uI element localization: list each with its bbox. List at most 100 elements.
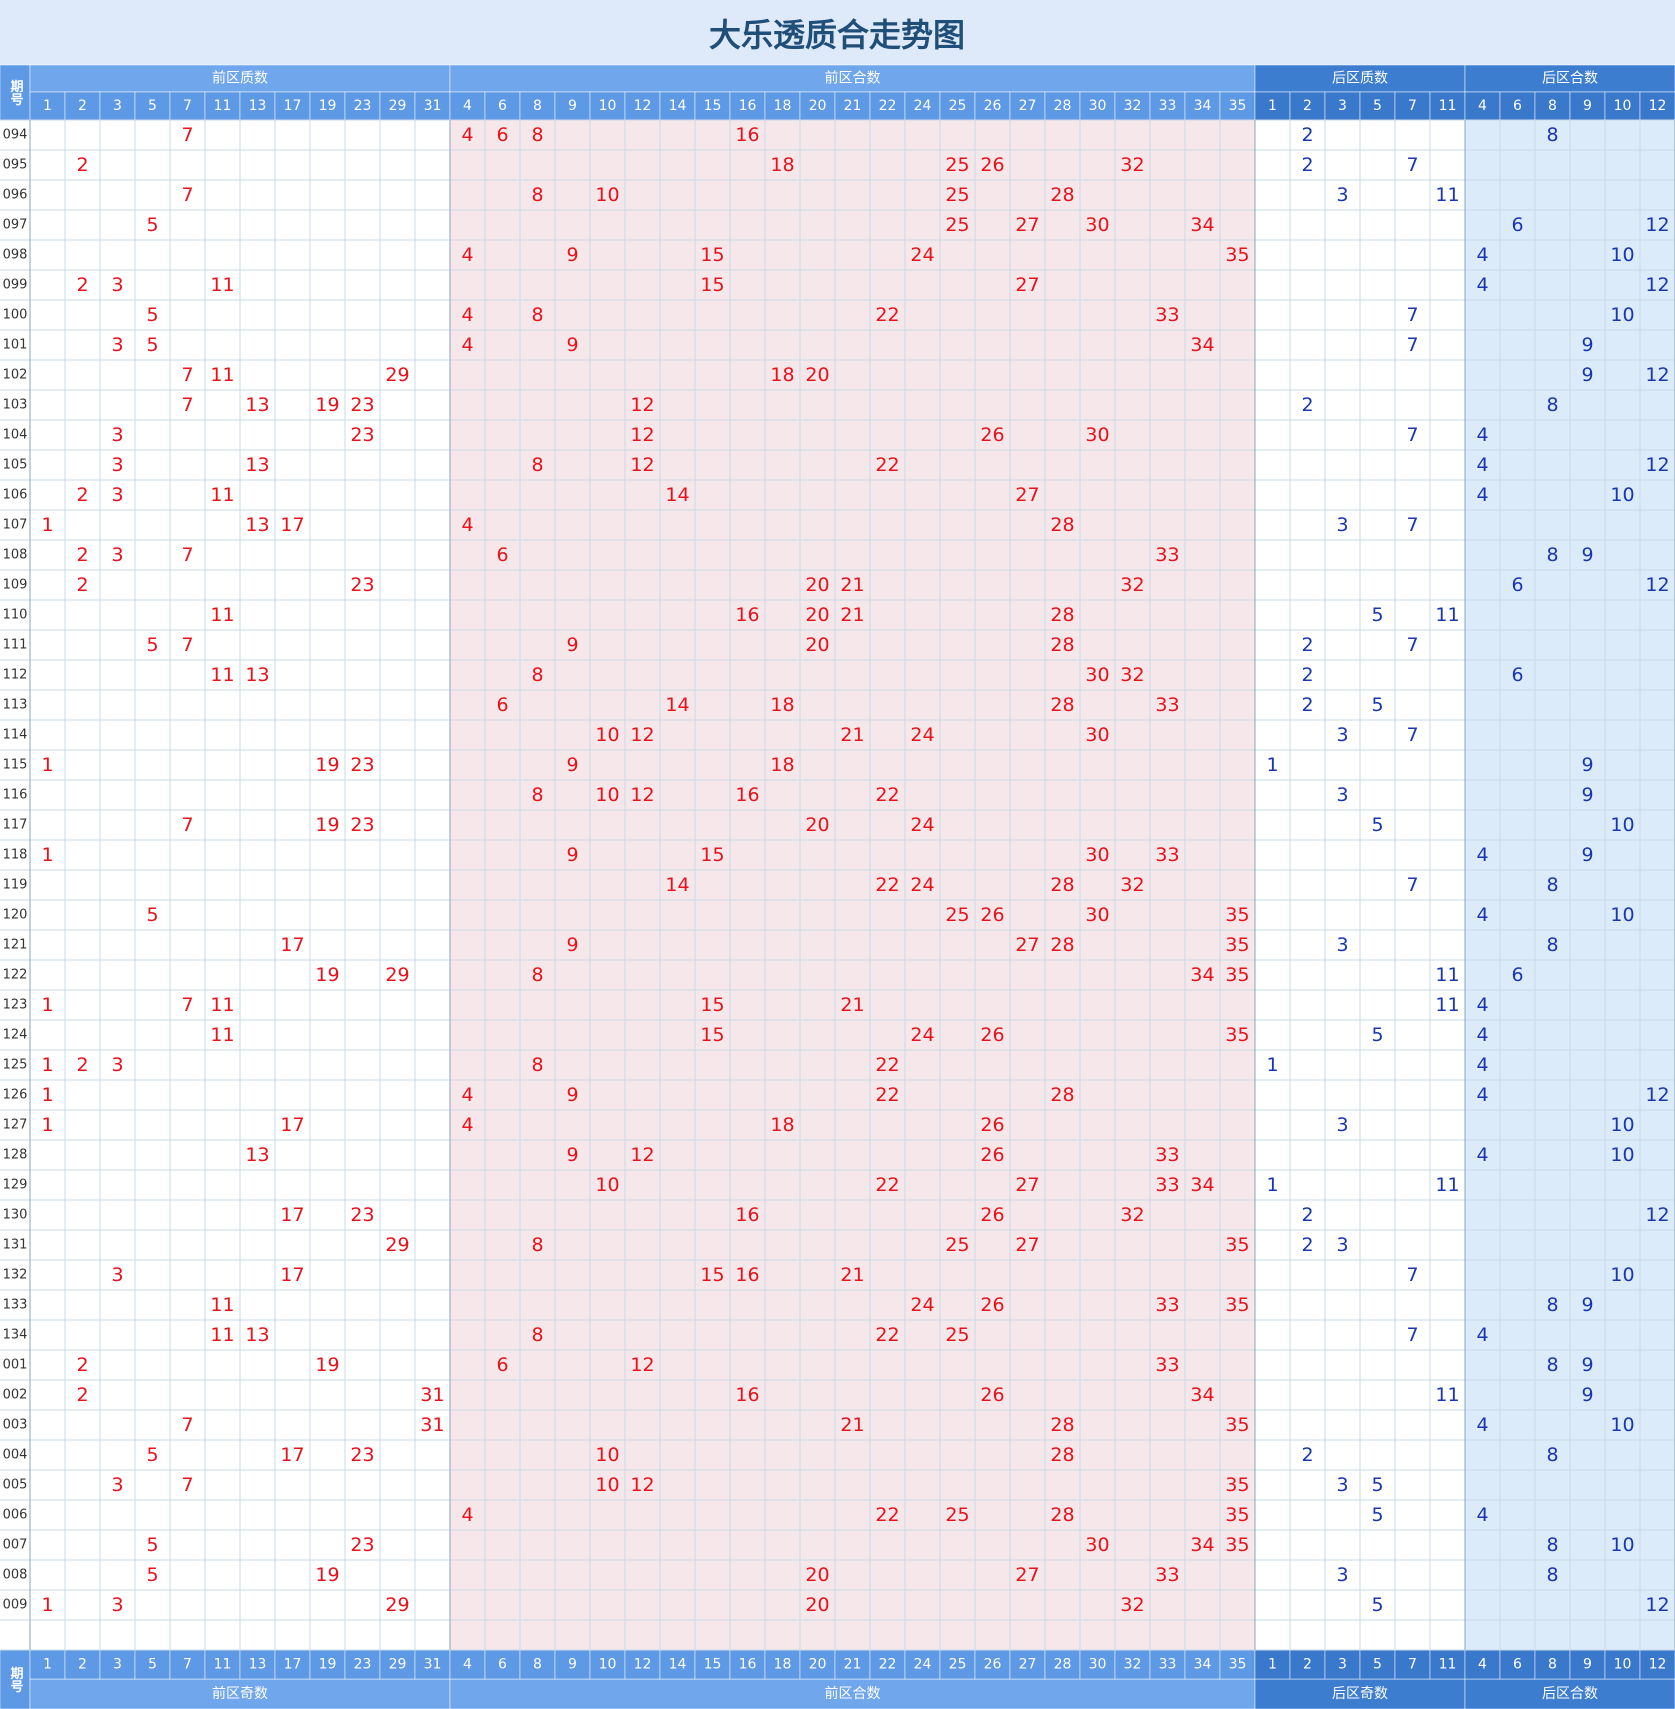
- front-number: 3: [111, 1594, 123, 1616]
- front-number: 16: [735, 784, 759, 806]
- front-number: 33: [1155, 1564, 1179, 1586]
- back-number: 10: [1610, 904, 1634, 926]
- back-number: 7: [1406, 334, 1418, 356]
- number-header-cell: [169, 1649, 206, 1680]
- back-number: 9: [1581, 1354, 1593, 1376]
- number-header-cell: [1254, 1649, 1291, 1680]
- column-number: 20: [809, 98, 827, 114]
- back-number: 6: [1511, 664, 1523, 686]
- back-number: 8: [1546, 124, 1558, 146]
- front-number: 28: [1050, 874, 1074, 896]
- back-number: 8: [1546, 1354, 1558, 1376]
- front-number: 35: [1225, 1024, 1249, 1046]
- number-header-cell: [1639, 1649, 1675, 1680]
- front-number: 24: [910, 1024, 934, 1046]
- number-header-cell: [659, 1649, 696, 1680]
- front-number: 1: [41, 1084, 53, 1106]
- back-number: 12: [1645, 214, 1669, 236]
- issue: 119: [3, 878, 28, 893]
- front-number: 4: [461, 244, 473, 266]
- front-number: 34: [1190, 964, 1214, 986]
- column-number: 34: [1194, 1657, 1212, 1673]
- back-number: 2: [1301, 1234, 1313, 1256]
- front-number: 23: [350, 1204, 374, 1226]
- front-number: 32: [1120, 154, 1144, 176]
- back-number: 12: [1645, 274, 1669, 296]
- column-number: 18: [774, 98, 792, 114]
- column-number: 3: [113, 98, 122, 114]
- column-number: 10: [599, 1657, 617, 1673]
- front-number: 6: [496, 694, 508, 716]
- number-header-cell: [134, 91, 171, 121]
- front-number: 12: [630, 724, 654, 746]
- front-number: 17: [280, 934, 304, 956]
- back-number: 12: [1645, 454, 1669, 476]
- back-number: 8: [1546, 874, 1558, 896]
- front-number: 3: [111, 1474, 123, 1496]
- front-number: 12: [630, 1144, 654, 1166]
- issue: 115: [3, 758, 28, 773]
- column-number: 2: [78, 1657, 87, 1673]
- front-number: 2: [76, 574, 88, 596]
- front-number: 5: [146, 1444, 158, 1466]
- back-number: 8: [1546, 1534, 1558, 1556]
- front-number: 16: [735, 124, 759, 146]
- issue: 124: [3, 1028, 28, 1043]
- column-number: 25: [949, 1657, 967, 1673]
- column-number: 8: [1548, 1657, 1557, 1673]
- back-number: 8: [1546, 1564, 1558, 1586]
- front-number: 12: [630, 784, 654, 806]
- front-number: 23: [350, 754, 374, 776]
- issue: 112: [3, 668, 28, 683]
- front-number: 30: [1085, 724, 1109, 746]
- issue: 133: [3, 1298, 28, 1313]
- front-number: 9: [566, 934, 578, 956]
- column-number: 9: [1583, 98, 1592, 114]
- front-number: 5: [146, 334, 158, 356]
- front-number: 20: [805, 1594, 829, 1616]
- issue: 005: [3, 1478, 28, 1493]
- group-label: 前区奇数: [212, 1685, 268, 1702]
- column-number: 1: [43, 1657, 52, 1673]
- front-number: 34: [1190, 1534, 1214, 1556]
- group-header: [29, 64, 451, 93]
- front-number: 22: [875, 454, 899, 476]
- group-label: 前区合数: [825, 70, 881, 87]
- front-number: 33: [1155, 1294, 1179, 1316]
- front-number: 12: [630, 1354, 654, 1376]
- group-label: 后区质数: [1332, 71, 1388, 87]
- front-number: 35: [1225, 1534, 1249, 1556]
- front-number: 10: [595, 1174, 619, 1196]
- back-number: 8: [1546, 1294, 1558, 1316]
- front-number: 25: [945, 1504, 969, 1526]
- front-number: 26: [980, 904, 1004, 926]
- back-number: 5: [1371, 604, 1383, 626]
- front-number: 16: [735, 1384, 759, 1406]
- column-number: 17: [284, 98, 302, 114]
- front-number: 35: [1225, 934, 1249, 956]
- front-number: 3: [111, 334, 123, 356]
- back-number: 3: [1336, 1234, 1348, 1256]
- column-number: 12: [1649, 98, 1667, 114]
- front-number: 19: [315, 1564, 339, 1586]
- back-number: 10: [1610, 244, 1634, 266]
- front-number: 5: [146, 1564, 158, 1586]
- front-number: 25: [945, 184, 969, 206]
- back-number: 2: [1301, 394, 1313, 416]
- back-number: 2: [1301, 1444, 1313, 1466]
- front-number: 12: [630, 424, 654, 446]
- front-number: 26: [980, 424, 1004, 446]
- front-number: 19: [315, 394, 339, 416]
- back-number: 4: [1476, 244, 1488, 266]
- issue: 106: [3, 488, 28, 503]
- front-number: 21: [840, 994, 864, 1016]
- front-number: 13: [245, 394, 269, 416]
- back-number: 4: [1476, 1084, 1488, 1106]
- back-number: 1: [1266, 1174, 1278, 1196]
- number-header-cell: [939, 91, 976, 121]
- column-number: 4: [1478, 98, 1487, 114]
- front-number: 8: [531, 964, 543, 986]
- front-number: 29: [385, 364, 409, 386]
- column-number: 5: [1373, 1657, 1382, 1673]
- issue: 101: [3, 338, 28, 353]
